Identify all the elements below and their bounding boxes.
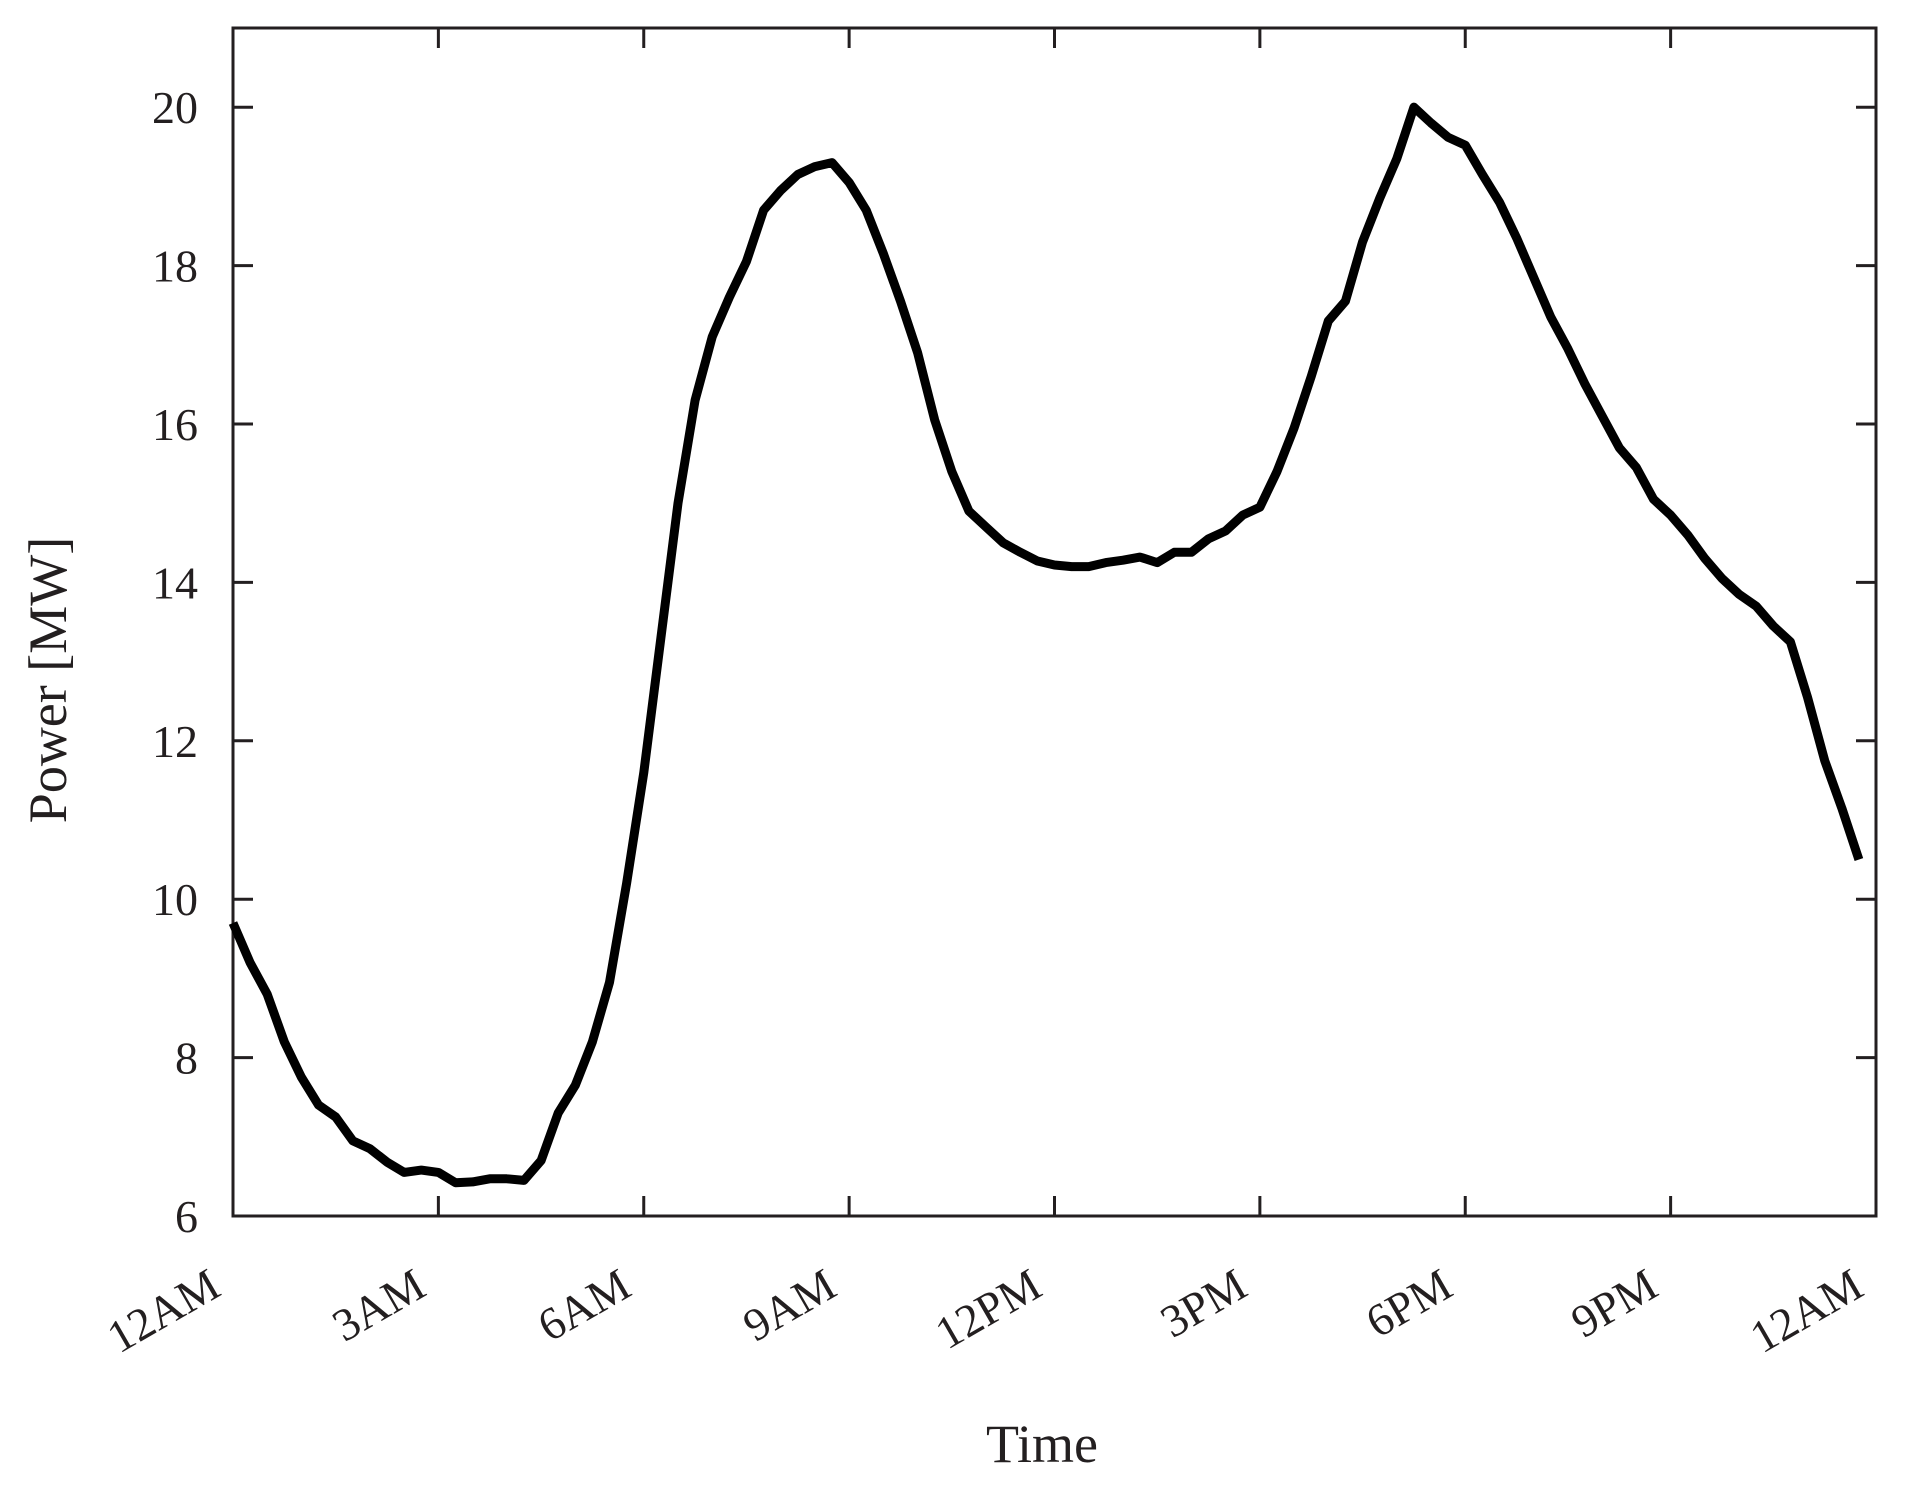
x-tick-label: 6PM	[1357, 1258, 1460, 1347]
y-tick-label: 6	[175, 1191, 198, 1242]
y-axis-label: Power [MW]	[18, 537, 78, 823]
y-tick-label: 8	[175, 1033, 198, 1084]
x-tick-label: 9PM	[1563, 1258, 1666, 1347]
x-tick-label: 12AM	[1741, 1258, 1871, 1362]
y-tick-label: 14	[152, 557, 198, 608]
data-series-layer	[228, 102, 1864, 1188]
x-axis-label: Time	[986, 1414, 1098, 1474]
x-axis-ticks: 12AM 3AM 6AM 9AM 12PM 3PM 6PM 9PM 12AM	[98, 28, 1878, 1363]
plot-area	[231, 26, 1878, 1218]
y-axis-ticks: 6 8 10 12 14 16 18 20	[152, 82, 1876, 1242]
x-tick-label: 12PM	[927, 1258, 1050, 1358]
x-tick-label: 3AM	[324, 1258, 434, 1351]
x-tick-label: 6AM	[529, 1258, 639, 1351]
y-tick-label: 12	[152, 716, 198, 767]
power-series-line	[228, 102, 1864, 1188]
x-tick-label: 3PM	[1152, 1258, 1255, 1347]
y-tick-label: 20	[152, 82, 198, 133]
x-tick-label: 9AM	[735, 1258, 845, 1351]
plot-frame	[231, 26, 1878, 1218]
y-tick-label: 16	[152, 399, 198, 450]
y-tick-label: 10	[152, 874, 198, 925]
y-tick-label: 18	[152, 241, 198, 292]
x-tick-label: 12AM	[98, 1258, 228, 1362]
